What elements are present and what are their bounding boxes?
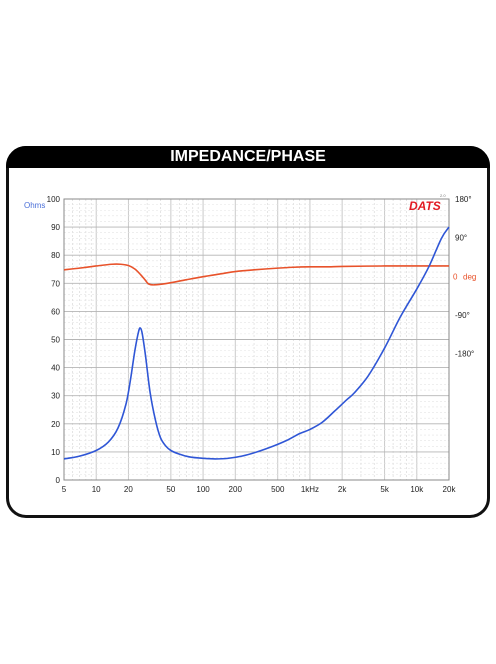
- x-tick-label: 50: [166, 485, 175, 494]
- x-tick-label: 2k: [338, 485, 347, 494]
- y-left-tick-label: 100: [47, 195, 61, 204]
- y-left-tick-label: 40: [51, 364, 60, 373]
- y-axis-left-ticks: 0 10 20 30 40 50 60 70 80 90 100: [47, 195, 61, 485]
- y-left-tick-label: 70: [51, 279, 60, 288]
- y-right-tick-label: -90°: [455, 311, 470, 320]
- x-axis-ticks: 5 10 20 50 100 200 500 1kHz 2k 5k 10k 20k: [62, 485, 457, 494]
- x-tick-label: 10: [92, 485, 101, 494]
- y-right-tick-label: -180°: [455, 350, 474, 359]
- y-right-tick-label: 180°: [455, 195, 472, 204]
- impedance-curve: [63, 226, 450, 460]
- y-right-unit-label: deg: [463, 272, 476, 281]
- x-tick-label: 10k: [410, 485, 424, 494]
- y-left-unit-label: Ohms: [24, 201, 45, 210]
- brand-logo: DATS: [409, 199, 441, 213]
- y-right-zero-label: 0: [453, 272, 458, 281]
- y-left-tick-label: 60: [51, 307, 60, 316]
- y-left-tick-label: 20: [51, 420, 60, 429]
- y-left-tick-label: 90: [51, 223, 60, 232]
- y-left-tick-label: 10: [51, 448, 60, 457]
- x-tick-label: 200: [229, 485, 243, 494]
- x-tick-label: 20: [124, 485, 133, 494]
- y-left-tick-label: 0: [56, 476, 61, 485]
- chart-title: IMPEDANCE/PHASE: [6, 146, 490, 168]
- y-left-tick-label: 50: [51, 336, 60, 345]
- x-tick-label: 5k: [380, 485, 389, 494]
- plot-frame: [63, 198, 450, 481]
- phase-curve: [63, 263, 449, 286]
- y-left-tick-label: 30: [51, 392, 60, 401]
- x-tick-label: 20k: [443, 485, 457, 494]
- x-tick-label: 1kHz: [301, 485, 319, 494]
- brand-version: 2.0: [440, 193, 446, 198]
- x-tick-label: 500: [271, 485, 285, 494]
- y-right-tick-label: 90°: [455, 234, 467, 243]
- x-tick-label: 5: [62, 485, 67, 494]
- y-left-tick-label: 80: [51, 251, 60, 260]
- y-axis-right-ticks: 180° 90° -90° -180°: [455, 195, 474, 359]
- x-tick-label: 100: [196, 485, 210, 494]
